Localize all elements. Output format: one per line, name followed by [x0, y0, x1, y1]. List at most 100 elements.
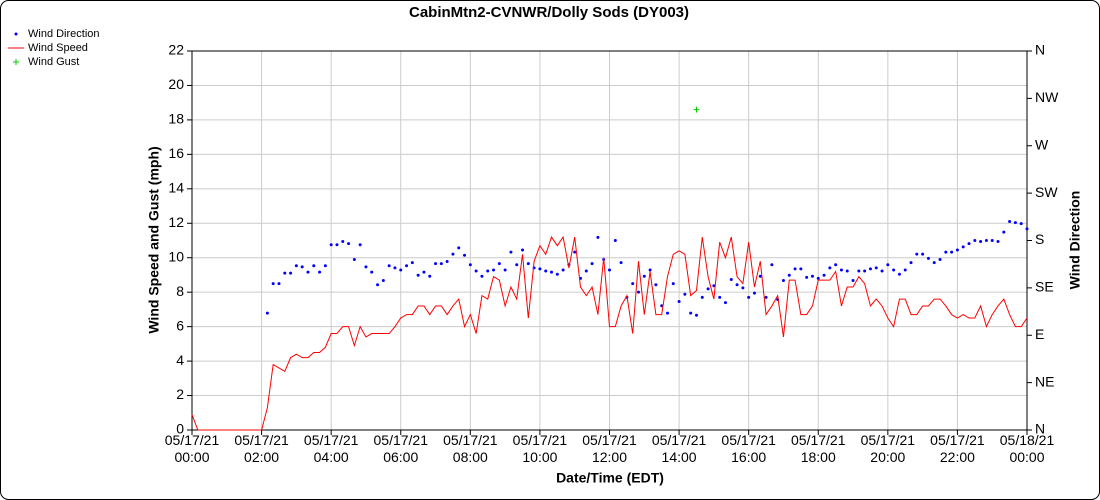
direction-dot [880, 269, 884, 273]
direction-dot [665, 311, 669, 315]
direction-dot [555, 272, 559, 276]
x-tick-label-line: 05/17/21 [582, 432, 637, 448]
direction-dot [723, 301, 727, 305]
direction-dot [828, 266, 832, 270]
x-tick-label-line: 14:00 [662, 449, 697, 465]
x-axis-label: Date/Time (EDT) [556, 470, 664, 486]
direction-dot [718, 295, 722, 299]
x-tick-label: 05/17/21 20:00 [861, 432, 916, 465]
x-tick-label: 05/17/21 04:00 [304, 432, 359, 465]
x-tick-label: 05/17/21 12:00 [582, 432, 637, 465]
direction-dot [399, 268, 403, 272]
direction-dot [1008, 220, 1012, 224]
direction-dot [950, 250, 954, 254]
x-tick-label: 05/18/21 00:00 [1000, 432, 1055, 465]
direction-dot [764, 295, 768, 299]
direction-dot [480, 274, 484, 278]
direction-dot [613, 239, 617, 242]
y2-tick-label: SE [1035, 279, 1054, 295]
direction-dot [909, 261, 913, 265]
direction-dot [845, 269, 849, 273]
direction-dot [921, 252, 925, 256]
x-tick-label-line: 06:00 [383, 449, 418, 465]
direction-dot [358, 243, 362, 247]
x-tick-label: 05/17/21 18:00 [791, 432, 846, 465]
x-tick-label-line: 05/17/21 [721, 432, 776, 448]
direction-dot [741, 286, 745, 290]
x-tick-label: 05/17/21 08:00 [443, 432, 498, 465]
direction-dot [323, 264, 327, 268]
direction-dot [932, 261, 936, 265]
direction-dot [289, 271, 293, 275]
direction-dot [700, 295, 704, 299]
y2-tick-label: N [1035, 421, 1045, 437]
direction-dot [590, 262, 594, 266]
direction-dot [370, 270, 374, 274]
y-tick-label: 0 [176, 421, 184, 437]
direction-dot [781, 279, 785, 283]
direction-dot [300, 265, 304, 269]
direction-dot [608, 268, 611, 272]
x-tick-label: 05/17/21 14:00 [652, 432, 707, 465]
x-tick-label-line: 05/17/21 [513, 432, 568, 448]
direction-dot [381, 279, 385, 283]
direction-dot [283, 271, 287, 275]
direction-dot [834, 263, 838, 267]
y2-tick-label: SW [1035, 184, 1058, 200]
direction-dot [550, 270, 554, 274]
legend-label: Wind Gust [28, 56, 79, 68]
direction-dot [1025, 227, 1029, 231]
x-tick-label-line: 05/17/21 [443, 432, 498, 448]
direction-dot [526, 262, 530, 266]
direction-dot [503, 268, 507, 272]
y2-tick-label: NE [1035, 373, 1054, 389]
y-tick-label: 10 [168, 248, 184, 264]
x-tick-label-line: 05/17/21 [861, 432, 916, 448]
direction-dot [944, 250, 948, 254]
direction-dot [892, 268, 896, 272]
direction-dot [816, 276, 820, 280]
direction-dot [335, 243, 339, 247]
x-tick-label: 05/17/21 02:00 [234, 432, 289, 465]
y2-tick-label: W [1035, 136, 1049, 152]
x-tick-label-line: 02:00 [244, 449, 279, 465]
direction-dot [735, 283, 739, 287]
direction-dot [648, 268, 652, 272]
x-tick-label-line: 18:00 [801, 449, 836, 465]
direction-dot [474, 269, 478, 273]
direction-dot [439, 262, 443, 266]
x-tick-label-line: 10:00 [522, 449, 557, 465]
direction-dot [619, 261, 623, 265]
direction-dot [689, 311, 693, 315]
direction-dot [729, 277, 733, 281]
x-tick-label: 05/17/21 06:00 [374, 432, 429, 465]
x-tick-label-line: 04:00 [314, 449, 349, 465]
direction-dot [347, 242, 351, 246]
direction-dot [706, 287, 710, 291]
x-tick-label-line: 00:00 [174, 449, 209, 465]
direction-dot [677, 300, 681, 304]
y-tick-label: 14 [168, 180, 184, 196]
x-tick-label-line: 05/17/21 [930, 432, 985, 448]
x-tick-label: 05/17/21 16:00 [721, 432, 776, 465]
y-tick-label: 8 [176, 283, 184, 299]
direction-dot [636, 290, 640, 294]
x-tick-label-line: 05/17/21 [304, 432, 359, 448]
direction-dot [573, 250, 577, 254]
direction-dot [561, 268, 565, 272]
y-tick-label: 22 [168, 42, 184, 58]
x-tick-label-line: 05/18/21 [1000, 432, 1055, 448]
plot-frame [191, 50, 1028, 431]
direction-dot [306, 270, 310, 274]
direction-dot [955, 248, 959, 252]
direction-dot [364, 265, 368, 269]
direction-dot [584, 269, 588, 273]
chart-title: CabinMtn2-CVNWR/Dolly Sods (DY003) [409, 4, 689, 21]
direction-dot [799, 267, 803, 271]
y-tick-label: 16 [168, 145, 184, 161]
direction-dot [787, 273, 791, 277]
direction-dot [996, 240, 1000, 244]
direction-dot [387, 264, 391, 268]
